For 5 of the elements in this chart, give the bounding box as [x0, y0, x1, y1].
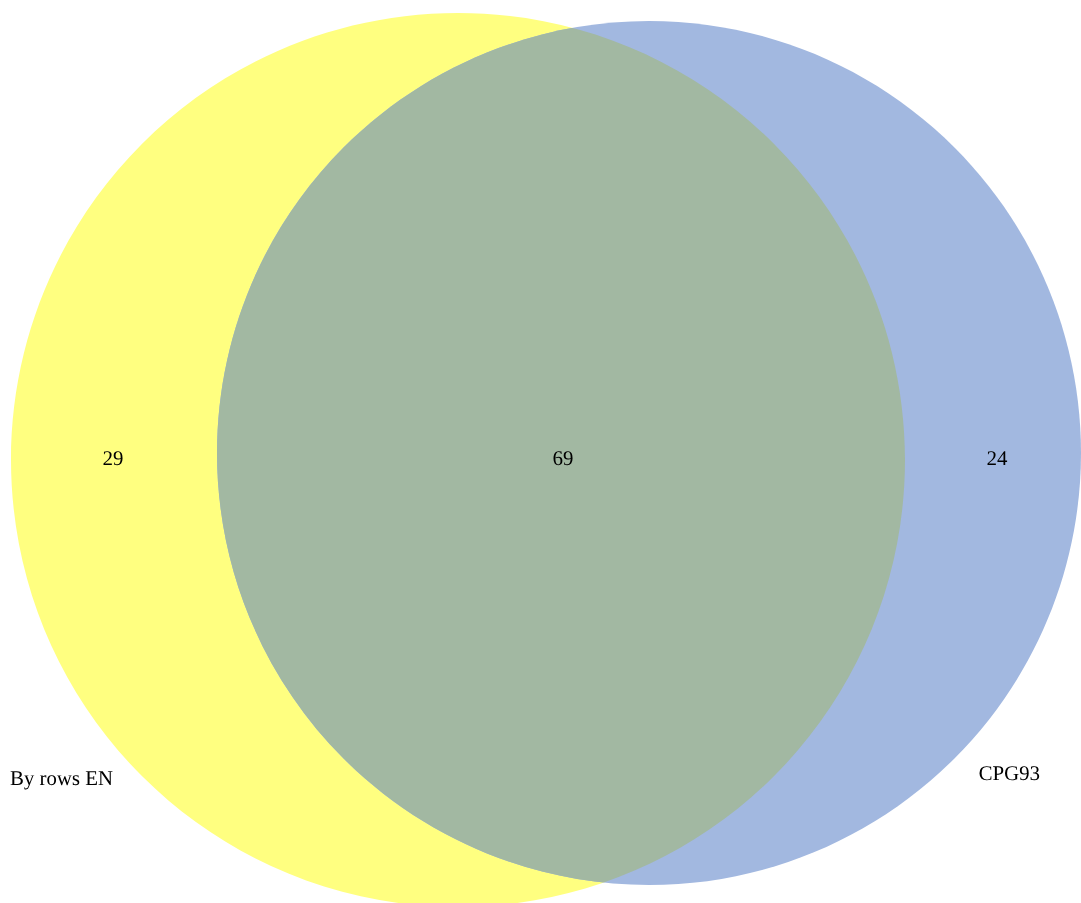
- data-label: 69: [553, 451, 573, 466]
- data-label: 24: [987, 451, 1008, 466]
- category-label: CPG93: [979, 766, 1040, 781]
- data-label: 29: [103, 451, 123, 466]
- category-label: By rows EN: [10, 771, 113, 790]
